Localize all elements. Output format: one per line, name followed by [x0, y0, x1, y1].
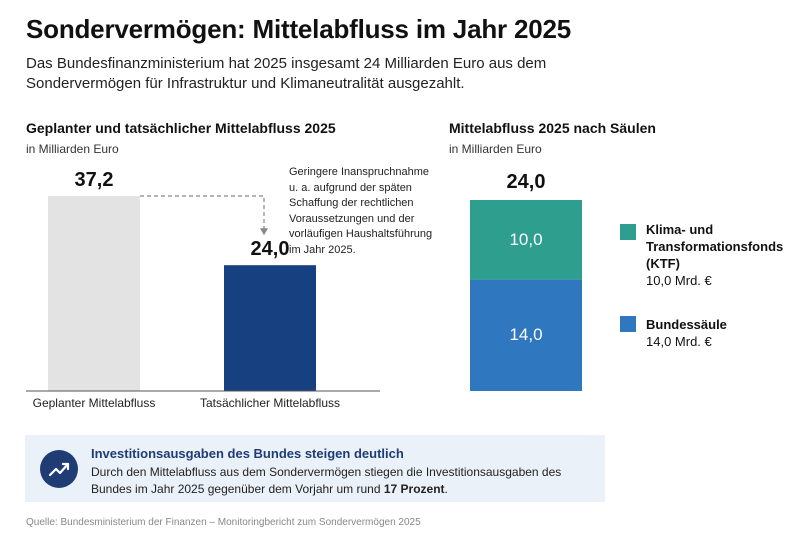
category-label: Tatsächlicher Mittelabfluss [199, 396, 341, 410]
stack-total-label: 24,0 [506, 171, 546, 193]
info-text-highlight: 17 Prozent [383, 482, 445, 496]
right-chart-title: Mittelabfluss 2025 nach Säulen [449, 120, 656, 136]
page-title: Sondervermögen: Mittelabfluss im Jahr 20… [26, 14, 571, 44]
stack-segment-label: 10,0 [509, 229, 543, 249]
info-title: Investitionsausgaben des Bundes steigen … [91, 446, 404, 461]
bar-geplant [48, 196, 140, 391]
dashed-connector [140, 195, 265, 230]
legend-name-bundessaeule: Bundessäule [646, 317, 727, 332]
info-text-main: Durch den Mittelabfluss aus dem Sonderve… [91, 465, 562, 496]
stack-segment-ktf [470, 200, 582, 280]
chart-annotation: Geringere Inanspruchnahme u. a. aufgrund… [289, 166, 433, 256]
left-chart-unit: in Milliarden Euro [26, 142, 119, 156]
legend-swatch-ktf [620, 224, 636, 240]
stack-segment-label: 14,0 [509, 325, 543, 345]
trending-up-icon [40, 450, 78, 488]
legend-value-ktf: 10,0 Mrd. € [646, 273, 712, 288]
source-note: Quelle: Bundesministerium der Finanzen –… [26, 517, 421, 528]
legend-value-bundessaeule: 14,0 Mrd. € [646, 334, 712, 349]
bar-tatsaechlich [224, 265, 316, 391]
legend-name-ktf: Klima- und Transformationsfonds (KTF) [646, 222, 784, 271]
info-box [25, 435, 605, 502]
arrow-down-icon [260, 228, 268, 236]
left-chart-title: Geplanter und tatsächlicher Mittelabflus… [26, 120, 336, 136]
category-label: Geplanter Mittelabfluss [32, 396, 156, 410]
bar-value-label: 24,0 [250, 238, 290, 261]
stack-segment-bundessaeule [470, 279, 582, 391]
legend-swatch-bundessaeule [620, 316, 636, 332]
info-text-end: . [444, 482, 448, 496]
page-subtitle: Das Bundesfinanzministerium hat 2025 ins… [26, 55, 547, 92]
info-text: Durch den Mittelabfluss aus dem Sonderve… [91, 464, 601, 498]
right-chart-unit: in Milliarden Euro [449, 142, 542, 156]
bar-value-label: 37,2 [74, 169, 114, 191]
